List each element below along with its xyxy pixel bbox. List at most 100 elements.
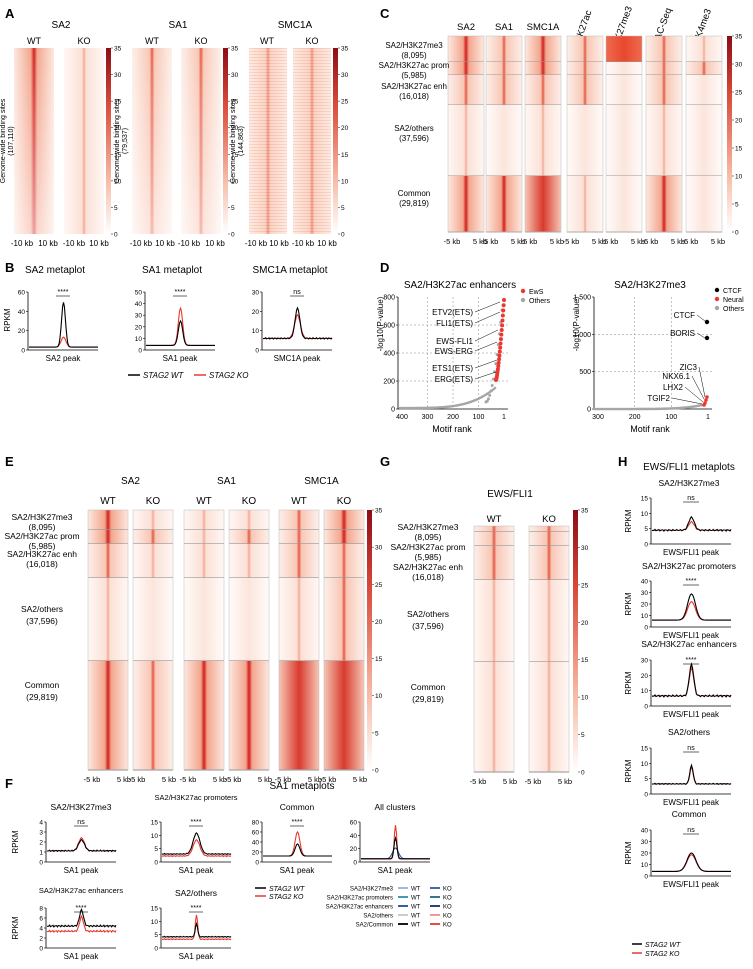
e-heatmap-cell bbox=[88, 544, 128, 578]
a-cbar-tick-label: 20 bbox=[114, 125, 122, 132]
g-xticks: -5 kb 5 kb -5 kb 5 kb bbox=[470, 777, 572, 786]
f-plot-0-ytick-label: 4 bbox=[39, 820, 43, 827]
g-heatmap-cell bbox=[529, 580, 569, 662]
b-sa2-ytick-label: 40 bbox=[18, 309, 26, 316]
c-cluster-count: (37,596) bbox=[399, 134, 429, 143]
f-cluster-legend-name: SA2/others bbox=[363, 914, 393, 920]
f-cluster-legend-name: SA2/Common bbox=[356, 923, 393, 929]
e-heatmaps bbox=[87, 509, 365, 771]
e-heatmap-cell bbox=[279, 661, 319, 770]
e-xtick-left: -5 kb bbox=[275, 775, 292, 784]
d-left-motif-label: ETS1(ETS) bbox=[432, 364, 473, 373]
f-cluster-legend: SA2/H3K27me3 WT KO SA2/H3K27ac promoters WT K… bbox=[326, 887, 452, 929]
e-cbar-tick-label: 30 bbox=[375, 545, 383, 552]
g-cbar-tick-label: 15 bbox=[581, 657, 589, 664]
d-left-ylabel: -log10(P-value) bbox=[376, 296, 385, 351]
e-heatmap-cell bbox=[279, 510, 319, 530]
d-right-xtick-label: 200 bbox=[629, 414, 641, 421]
b-sa1-ytick-label: 40 bbox=[135, 301, 143, 308]
h-ylabel: RPKM bbox=[624, 592, 633, 615]
d-left-point bbox=[495, 367, 500, 372]
a-xtick-left-3: -10 kb bbox=[130, 239, 153, 248]
c-xtick-right: 5 kb bbox=[631, 237, 645, 246]
f-plot-4-ytick-label: 4 bbox=[39, 926, 43, 933]
e-xtick-left: -5 kb bbox=[84, 775, 101, 784]
c-cluster-count: (8,095) bbox=[401, 51, 427, 60]
h-plot-3-ytick-label: 5 bbox=[644, 776, 648, 783]
c-heatmap-cell bbox=[525, 62, 561, 75]
a-cbar-tick-label: 5 bbox=[231, 205, 235, 212]
g-cluster-count: (8,095) bbox=[415, 532, 442, 542]
a-cbar-tick-label: 35 bbox=[231, 46, 239, 53]
h-title: EWS/FLI1 metaplots bbox=[643, 462, 735, 473]
b-sa1-wt-line bbox=[146, 319, 215, 346]
e-column-frame bbox=[228, 509, 270, 771]
g-cluster-count: (29,819) bbox=[412, 694, 444, 704]
d-right-motif-label: NKX6.1 bbox=[662, 372, 690, 381]
d-left-ytick-label: 0 bbox=[391, 407, 395, 414]
e-colorbar-ticks: 35 30 25 20 15 10 5 0 bbox=[372, 508, 383, 775]
d-left-point bbox=[497, 357, 502, 362]
c-heatmap-cell bbox=[448, 62, 484, 75]
g-heatmaps bbox=[473, 525, 570, 773]
e-column-frame bbox=[278, 509, 320, 771]
c-heatmap-cell bbox=[525, 75, 561, 105]
e-cluster-count: (5,985) bbox=[29, 541, 56, 551]
panel-letter-f: F bbox=[5, 776, 13, 791]
h-plot-1-ytick-label: 30 bbox=[641, 590, 649, 597]
d-left-motif-label: ETV2(ETS) bbox=[432, 308, 473, 317]
e-xtick-left: -5 kb bbox=[320, 775, 337, 784]
f-plot-1-ko-line bbox=[161, 838, 232, 858]
g-cluster-count: (5,985) bbox=[415, 552, 442, 562]
c-cbar-tick-label: 5 bbox=[735, 202, 739, 209]
a-sa1-wt-label: WT bbox=[145, 36, 159, 46]
a-sa2-count: (107,110) bbox=[8, 126, 15, 155]
c-cbar-tick-label: 30 bbox=[735, 62, 743, 69]
f-plot-2-ytick-label: 40 bbox=[252, 840, 260, 847]
b-smc1a-ytick-label: 10 bbox=[252, 328, 260, 335]
d-right-point bbox=[704, 319, 710, 325]
c-column-frame bbox=[447, 35, 485, 233]
c-xtick-right: 5 kb bbox=[473, 237, 487, 246]
d-legend-others-dot bbox=[520, 297, 526, 303]
d-right-point bbox=[704, 398, 708, 402]
d-right-ytick-label: 1,500 bbox=[573, 295, 591, 302]
e-cbar-tick-label: 20 bbox=[375, 619, 383, 626]
e-heatmap-cell bbox=[133, 578, 173, 661]
f-cluster-legend-wt: WT bbox=[411, 887, 421, 893]
h-plot-0-ytick-label: 5 bbox=[644, 526, 648, 533]
g-xtick-left: -5 kb bbox=[525, 777, 542, 786]
f-plot-2-ytick-label: 20 bbox=[252, 850, 260, 857]
f-plot-title: SA2/H3K27ac promoters bbox=[155, 793, 238, 802]
h-ylabel: RPKM bbox=[624, 509, 633, 532]
b-smc1a-xlabel: SMC1A peak bbox=[274, 354, 322, 363]
e-column-frame bbox=[132, 509, 174, 771]
d-legend-neural: Neural bbox=[723, 297, 744, 304]
g-heatmap-cell bbox=[474, 526, 514, 532]
h-plot-4-sig: ns bbox=[687, 827, 695, 834]
e-column-frame bbox=[87, 509, 129, 771]
a-cbar-tick-label: 25 bbox=[114, 99, 122, 106]
a-sa2-wt-label: WT bbox=[27, 36, 41, 46]
c-cluster-name: SA2/others bbox=[394, 124, 434, 133]
e-xtick-left: -5 kb bbox=[225, 775, 242, 784]
e-heatmap-cell bbox=[88, 510, 128, 530]
h-plot-4-wt-line bbox=[652, 852, 731, 872]
a-cbar-tick-label: 5 bbox=[114, 205, 118, 212]
c-cluster-name: SA2/H3K27me3 bbox=[385, 41, 443, 50]
d-left-point bbox=[489, 389, 493, 393]
c-cbar-tick-label: 0 bbox=[735, 230, 739, 237]
d-legend-ews: EwS bbox=[529, 289, 544, 296]
b-sa2-ko-line bbox=[29, 336, 98, 348]
a-cbar-tick-label: 10 bbox=[231, 178, 239, 185]
a-cbar-tick-label: 10 bbox=[114, 178, 122, 185]
e-group-title: SA2 bbox=[121, 476, 140, 487]
d-left-point bbox=[494, 362, 498, 366]
e-heatmap-cell bbox=[324, 578, 364, 661]
h-plot-1-wt-line bbox=[652, 593, 731, 621]
h-plot-4-ytick-label: 20 bbox=[641, 851, 649, 858]
a-smc1a-ko-label: KO bbox=[305, 36, 318, 46]
f-plot-4-xlabel: SA1 peak bbox=[64, 952, 100, 961]
